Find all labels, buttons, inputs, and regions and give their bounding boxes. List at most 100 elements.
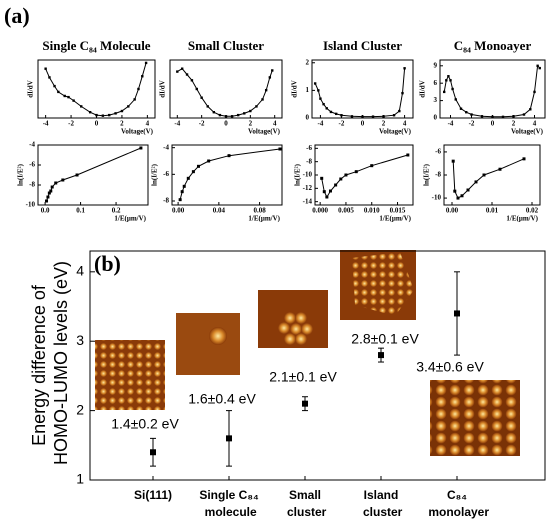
data-point [271,69,273,71]
data-point [61,179,64,182]
data-point [278,148,281,151]
data-point [452,160,455,163]
y-tick-label: -6 [306,144,312,152]
x-axis-label: 1/E(μm/V) [114,215,146,223]
data-point [322,103,324,105]
x-tick-label: -2 [199,120,205,128]
data-point [401,92,403,94]
data-point [51,186,54,189]
data-point [219,114,221,116]
y-tick-label: -4 [163,143,169,151]
x-tick-label: -4 [448,120,454,128]
x-axis-label: Voltage(V) [121,128,154,136]
data-point [502,116,504,118]
x-tick-label: Small cluster [284,488,327,519]
x-tick-label: 0.08 [253,207,266,215]
y-tick-label: -12 [303,184,313,192]
value-label: 1.6±0.4 eV [188,391,256,407]
stm-image [95,340,165,410]
data-point [339,178,342,181]
y-tick-label: 1 [76,471,84,487]
data-point [491,116,493,118]
data-point [453,190,456,193]
data-point [536,65,538,67]
data-point [382,115,384,117]
data-point [255,105,257,107]
data-point [187,177,190,180]
x-tick-label: C₈₄ monolayer [425,488,489,519]
data-point [46,196,49,199]
data-line [315,68,404,116]
data-point [80,105,82,107]
x-axis-label: 1/E(μm/V) [506,215,538,223]
y-tick-label: -8 [435,171,441,179]
y-tick-label: 0 [434,114,438,122]
x-tick-label: -2 [339,120,345,128]
plot-frame [38,145,148,205]
data-point [48,76,50,78]
data-point [196,88,198,90]
data-point [465,111,467,113]
data-point [323,190,326,193]
data-point [64,95,66,97]
data-point [137,88,139,90]
y-axis-label: ln(I/E²) [17,163,25,186]
data-point [53,85,55,87]
y-axis-label: dI/dV [27,80,35,98]
x-tick-label: 0 [491,120,495,128]
data-point [181,190,184,193]
y-tick-label: -6 [435,148,441,156]
y-tick-label: -10 [26,201,36,209]
x-tick-label: -4 [43,120,49,128]
data-point [197,165,200,168]
data-point [319,97,321,99]
data-point [340,114,342,116]
data-point [406,154,409,157]
data-point [443,91,445,93]
data-point [261,98,263,100]
data-point [114,112,116,114]
data-point [49,190,52,193]
panel-label: (b) [94,251,121,276]
x-tick-label: 4 [273,120,277,128]
value-label: 3.4±0.6 eV [416,359,484,375]
data-point [150,449,156,455]
x-tick-label: 0.02 [526,207,539,215]
y-axis-label: dI/dV [291,80,299,98]
data-point [45,200,48,203]
data-point [265,89,267,91]
y-tick-label: -10 [303,171,313,179]
data-point [467,189,470,192]
data-point [461,194,464,197]
x-axis-label: Voltage(V) [511,128,544,136]
y-axis-label: ln(I/E²) [151,163,159,186]
stm-image [176,313,240,375]
data-point [141,75,143,77]
data-point [44,68,46,70]
data-point [539,67,541,69]
data-point [76,174,79,177]
data-point [378,352,384,358]
x-tick-label: 0.00 [446,207,459,215]
x-axis-label: Voltage(V) [248,128,281,136]
x-tick-label: -2 [68,120,74,128]
data-point [226,435,232,441]
data-line [453,159,524,198]
value-label: 2.1±0.1 eV [269,369,337,385]
data-point [523,113,525,115]
data-point [191,79,193,81]
y-tick-label: 9 [434,61,438,69]
data-point [237,114,239,116]
x-tick-label: 2 [382,120,386,128]
data-point [454,310,460,316]
data-point [529,108,531,110]
data-point [447,75,449,77]
data-point [403,67,405,69]
y-axis-label: dI/dV [159,80,167,98]
data-point [133,98,135,100]
value-label: 2.8±0.1 eV [351,331,419,347]
y-tick-label: -8 [306,157,312,165]
x-tick-label: 0.010 [364,207,380,215]
data-point [207,160,210,163]
data-point [512,115,514,117]
